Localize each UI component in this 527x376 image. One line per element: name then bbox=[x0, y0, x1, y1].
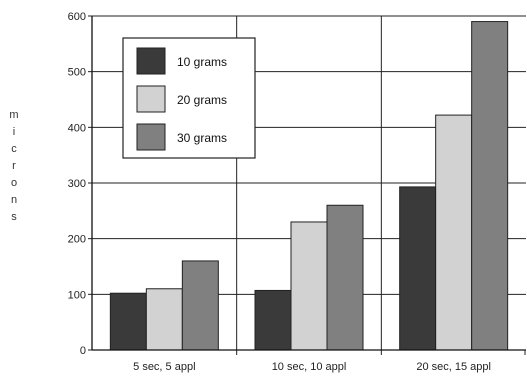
legend-swatch bbox=[136, 47, 166, 75]
bar bbox=[254, 289, 292, 351]
x-axis: 5 sec, 5 appl 10 sec, 10 appl 20 sec, 15 a… bbox=[92, 349, 526, 373]
bar bbox=[145, 288, 183, 351]
y-tick-label: 300 bbox=[68, 178, 86, 190]
x-tick-label: 10 sec, 10 appl bbox=[272, 361, 347, 373]
bars bbox=[109, 21, 509, 351]
bar bbox=[435, 114, 473, 351]
legend-label: 10 grams bbox=[177, 55, 227, 69]
bar bbox=[290, 221, 328, 351]
y-axis: 0 100 200 300 400 500 600 bbox=[68, 11, 93, 357]
legend-label: 30 grams bbox=[177, 131, 227, 145]
x-tick-label: 20 sec, 15 appl bbox=[416, 361, 491, 373]
x-tick-label: 5 sec, 5 appl bbox=[133, 361, 195, 373]
legend-swatch bbox=[136, 123, 166, 151]
bar bbox=[181, 260, 219, 351]
y-tick-label: 100 bbox=[68, 289, 86, 301]
bar bbox=[399, 186, 437, 351]
y-tick-label: 600 bbox=[68, 11, 86, 23]
bar bbox=[471, 21, 509, 351]
legend-label: 20 grams bbox=[177, 93, 227, 107]
bar bbox=[326, 204, 364, 351]
y-tick-label: 200 bbox=[68, 234, 86, 246]
y-tick-label: 0 bbox=[80, 345, 86, 357]
y-tick-label: 400 bbox=[68, 122, 86, 134]
bar bbox=[109, 292, 147, 351]
legend-swatch bbox=[136, 85, 166, 113]
y-tick-label: 500 bbox=[68, 67, 86, 79]
legend: 10 grams 20 grams 30 grams bbox=[122, 37, 256, 159]
